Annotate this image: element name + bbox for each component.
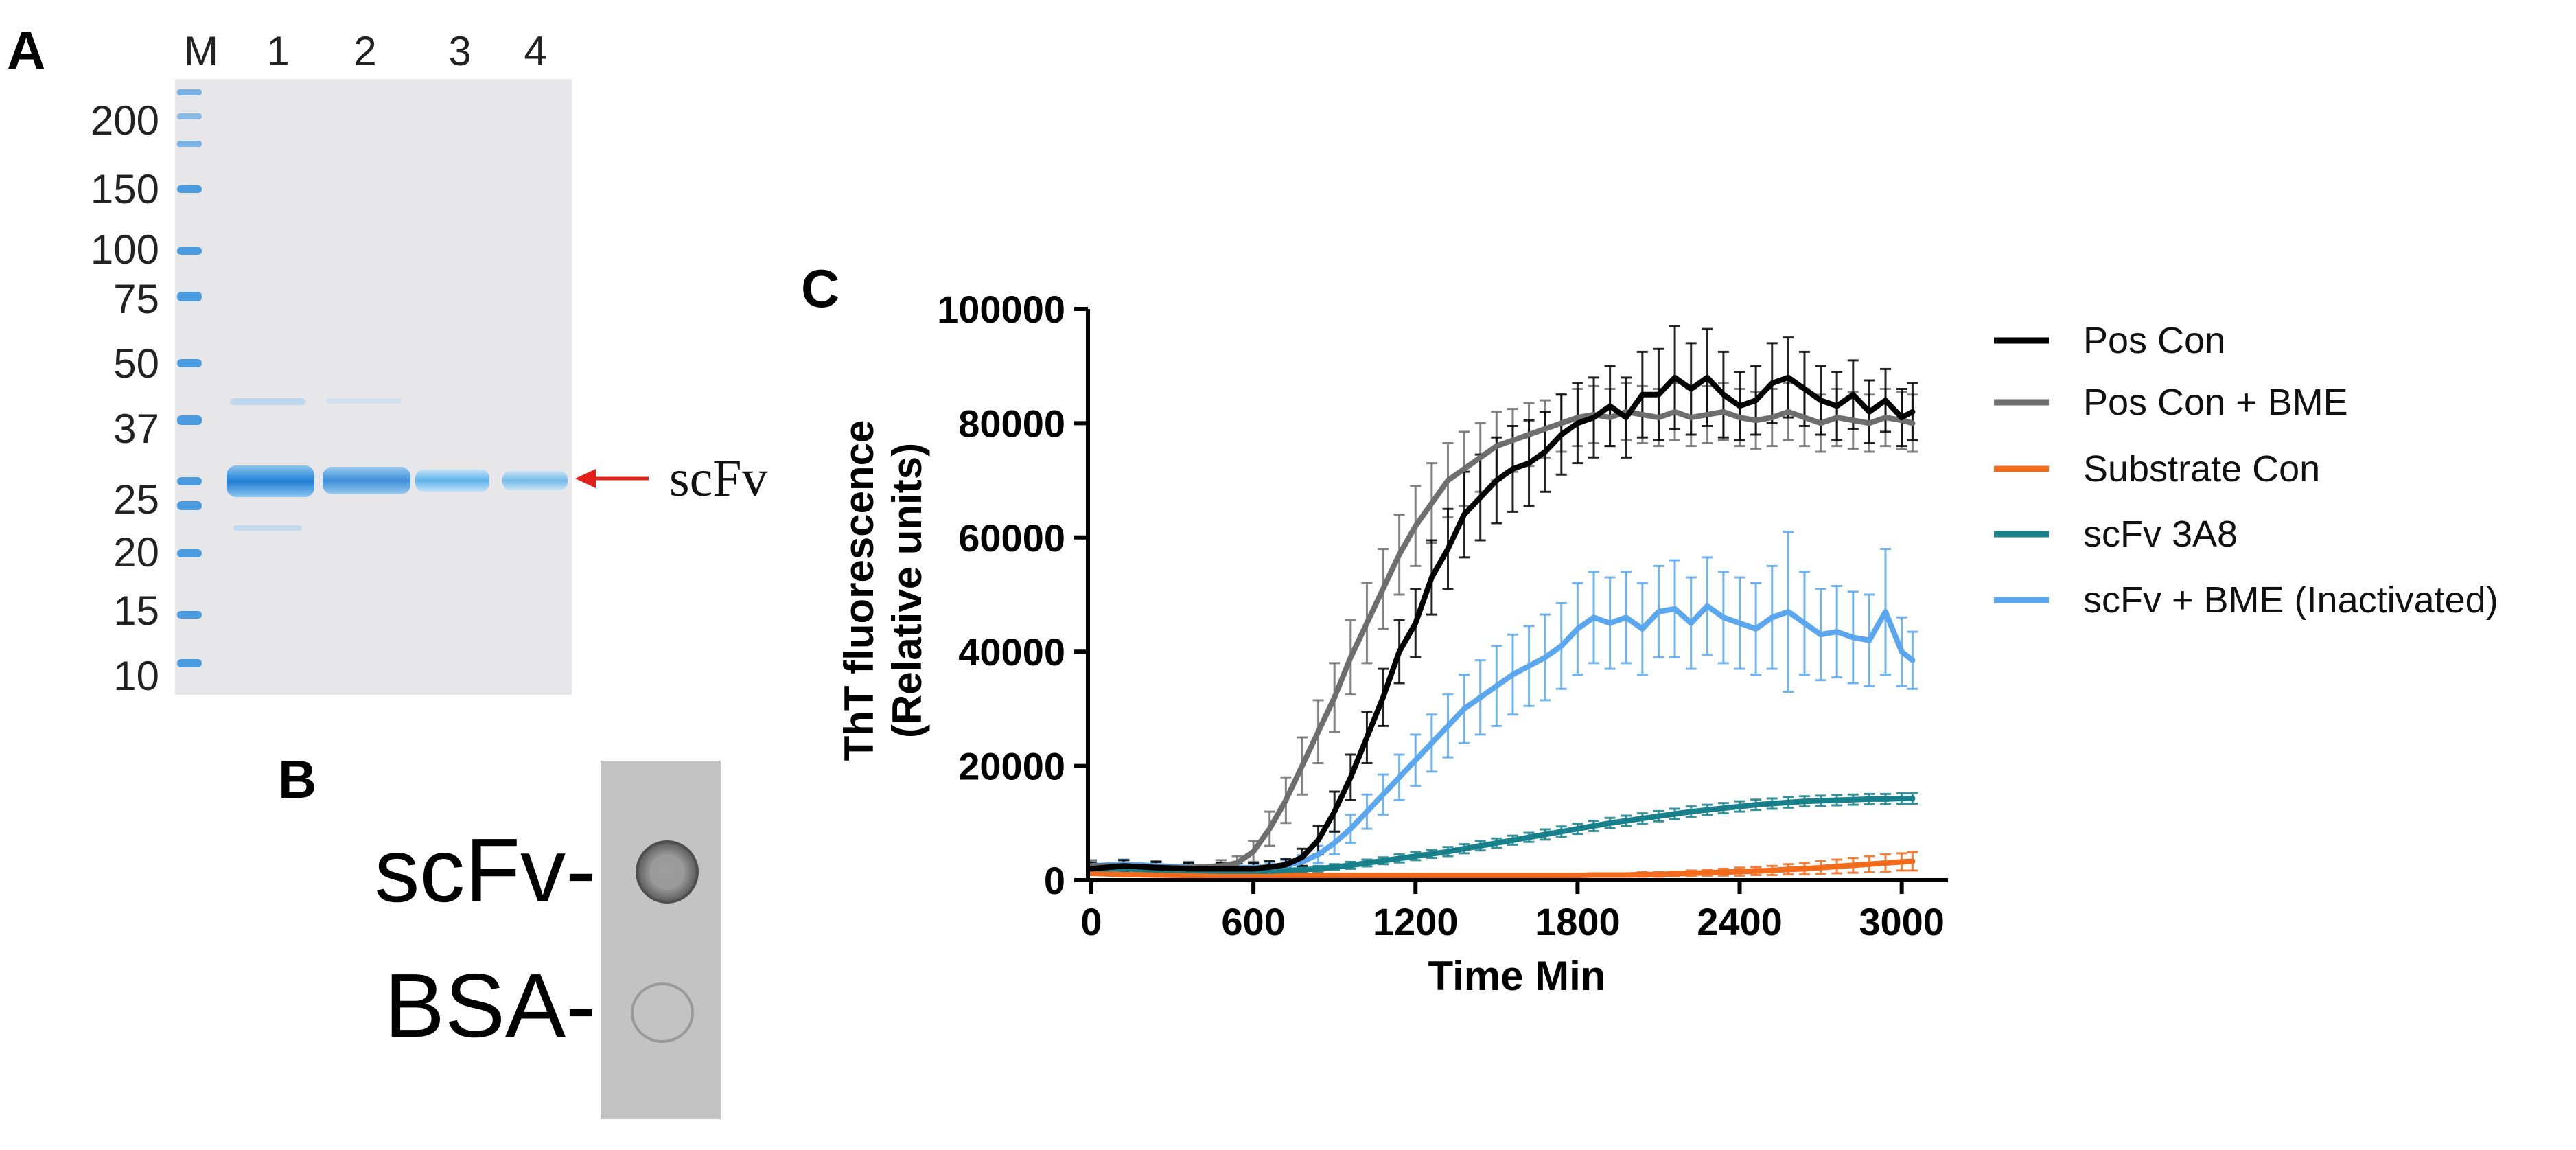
x-tick-label: 0 [1080,900,1102,943]
blot-label-scfv: scFv- [374,820,596,921]
x-ticks: 0 600 1200 1800 2400 3000 [1080,880,1945,943]
lane-label-4: 4 [524,28,546,74]
series-line-scfv-3a8 [1089,796,1916,874]
marker-band [177,141,202,147]
scfv-band-lane-1 [227,465,314,497]
x-tick-label: 1200 [1373,900,1459,943]
marker-band [177,477,202,485]
marker-label: 200 [91,97,159,143]
marker-band [177,185,202,193]
y-tick-label: 60000 [958,516,1065,560]
marker-band [177,292,202,301]
y-axis-title-line-1: ThT fluorescence [836,420,882,761]
marker-label: 20 [113,529,159,575]
marker-band [177,659,202,667]
legend-label-scfv-3a8: scFv 3A8 [2083,514,2238,555]
x-tick-label: 3000 [1859,900,1945,943]
marker-band [177,501,202,510]
legend-label-scfv-bme: scFv + BME (Inactivated) [2083,579,2498,621]
marker-band [177,247,202,255]
panel-c-label: C [801,258,839,319]
series-line-pos-con [1089,374,1916,872]
error-bars [1086,325,1918,879]
marker-band [177,549,202,557]
series-line-pos-con-bme [1089,409,1916,871]
scfv-band-lane-2 [323,467,410,494]
marker-label: 100 [91,227,159,273]
series-lines [1089,374,1916,879]
faint-band [326,398,402,404]
x-tick-label: 600 [1221,900,1285,943]
marker-label: 75 [113,276,159,322]
lane-label-1: 1 [266,28,289,74]
scfv-spot-center [649,854,685,890]
faint-band [230,398,305,405]
marker-label: 15 [113,588,159,634]
gel [175,79,572,695]
band-label: scFv [669,450,768,507]
legend-label-substrate-con: Substrate Con [2083,448,2320,490]
legend: Pos Con Pos Con + BME Substrate Con scFv… [1994,320,2498,621]
y-axis-title-line-2: (Relative units) [884,443,930,738]
panel-a: A M 1 2 3 4 200 150 100 75 [7,20,768,699]
lane-label-3: 3 [448,28,471,74]
marker-label: 37 [113,406,159,452]
y-tick-label: 0 [1044,859,1065,902]
lane-label-marker: M [184,28,218,74]
marker-band [177,359,202,367]
marker-label: 10 [113,653,159,699]
y-tick-label: 80000 [958,402,1065,445]
legend-label-pos-con: Pos Con [2083,320,2225,361]
blot-label-bsa: BSA- [384,955,596,1056]
marker-band [177,415,202,425]
red-arrow-head-icon [575,469,596,488]
marker-label: 50 [113,341,159,387]
panel-b-label: B [278,749,316,809]
marker-labels: 200 150 100 75 50 37 25 20 15 10 [91,97,159,699]
marker-ladder [177,89,202,667]
y-tick-label: 20000 [958,745,1065,788]
blot-strip [601,761,721,1119]
marker-band [177,611,202,619]
lane-label-2: 2 [353,28,376,74]
bsa-spot [631,982,694,1043]
panel-a-label: A [7,20,45,80]
faint-band [233,525,302,531]
scfv-band-lane-3 [415,470,489,492]
y-ticks: 0 20000 40000 60000 80000 100000 [937,288,1088,902]
scfv-band-lane-4 [502,471,568,490]
marker-band [177,113,202,119]
series-line-substrate-con [1089,858,1916,879]
y-tick-label: 40000 [958,630,1065,674]
y-tick-label: 100000 [937,288,1065,331]
marker-label: 25 [113,476,159,522]
x-tick-label: 2400 [1697,900,1783,943]
panel-c: C 0 20000 40000 60000 80000 100000 0 600 1200 18… [801,258,2498,999]
marker-band [177,89,202,95]
marker-label: 150 [91,166,159,212]
panel-b: B scFv- BSA- [278,749,721,1119]
x-axis-title: Time Min [1428,953,1606,999]
y-axis-title: ThT fluorescence (Relative units) [836,420,930,761]
legend-label-pos-con-bme: Pos Con + BME [2083,382,2348,423]
x-tick-label: 1800 [1535,900,1621,943]
